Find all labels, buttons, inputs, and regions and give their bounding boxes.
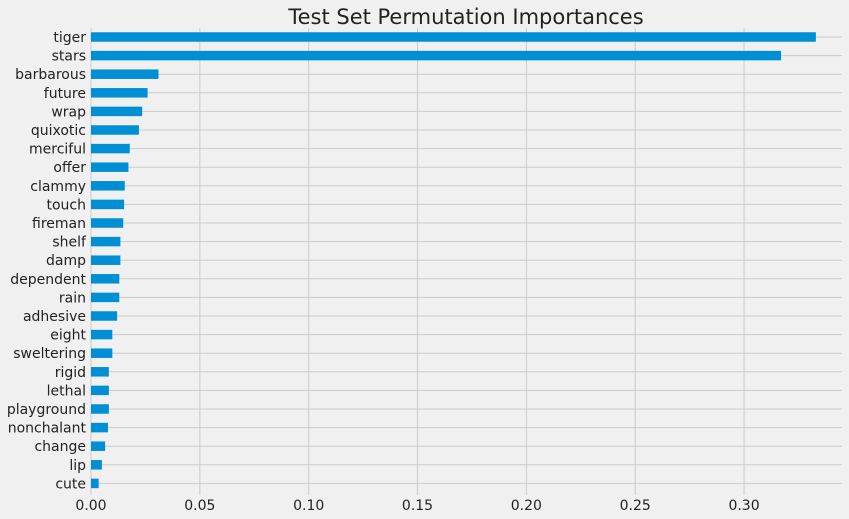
bar-future (91, 88, 148, 98)
category-label: tiger (53, 30, 86, 46)
category-label: dependent (10, 272, 86, 288)
bar-quixotic (91, 125, 139, 135)
bar-damp (91, 255, 121, 265)
x-tick-label-layer: 0.00 0.05 0.10 0.15 0.20 0.25 0.30 (75, 498, 759, 514)
category-label: shelf (52, 235, 87, 251)
category-label: change (34, 439, 86, 455)
category-label: wrap (51, 104, 86, 120)
bar-stars (91, 50, 782, 61)
bar-sweltering (91, 348, 113, 358)
bar-eight (91, 329, 113, 340)
category-label: cute (55, 476, 86, 492)
category-label: eight (50, 328, 86, 344)
category-label: adhesive (23, 309, 86, 325)
x-tick-label: 0.30 (728, 498, 759, 514)
category-label: lethal (47, 383, 86, 399)
category-label: fireman (32, 216, 86, 232)
bar-dependent (91, 274, 120, 284)
category-label: rigid (55, 365, 86, 381)
category-label: offer (53, 160, 86, 176)
category-label: nonchalant (8, 421, 87, 437)
category-label: quixotic (31, 123, 86, 139)
bar-wrap (91, 106, 143, 117)
x-tick-label: 0.00 (75, 498, 106, 514)
bar-layer (91, 32, 816, 489)
bar-tiger (91, 32, 816, 42)
x-tick-label: 0.10 (293, 498, 324, 514)
bar-clammy (91, 181, 125, 191)
category-label-layer: tiger stars barbarous future wrap quixotic mer… (7, 30, 87, 492)
bar-change (91, 441, 106, 451)
bar-lethal (91, 385, 109, 396)
category-label: damp (46, 253, 86, 269)
category-label: playground (7, 402, 86, 418)
x-tick-label: 0.05 (184, 498, 215, 514)
category-label: lip (69, 458, 86, 474)
bar-cute (91, 478, 99, 489)
bar-merciful (91, 143, 130, 154)
category-label: stars (52, 49, 86, 65)
bar-shelf (91, 236, 121, 247)
category-label: barbarous (15, 67, 86, 83)
bar-fireman (91, 218, 124, 228)
x-tick-label: 0.25 (620, 498, 651, 514)
x-tick-label: 0.15 (402, 498, 433, 514)
category-label: touch (47, 197, 87, 213)
bar-adhesive (91, 311, 118, 321)
category-label: merciful (29, 142, 86, 158)
category-label: rain (59, 290, 86, 306)
category-label: future (44, 86, 86, 102)
bar-playground (91, 404, 109, 414)
bar-rigid (91, 367, 109, 377)
bar-touch (91, 199, 125, 210)
bar-lip (91, 460, 102, 470)
bar-rain (91, 292, 120, 303)
bar-barbarous (91, 69, 159, 79)
category-label: clammy (30, 179, 86, 195)
x-tick-label: 0.20 (511, 498, 542, 514)
category-label: sweltering (13, 346, 86, 362)
bar-nonchalant (91, 422, 108, 433)
bar-offer (91, 162, 129, 172)
chart-title: Test Set Permutation Importances (287, 5, 643, 29)
